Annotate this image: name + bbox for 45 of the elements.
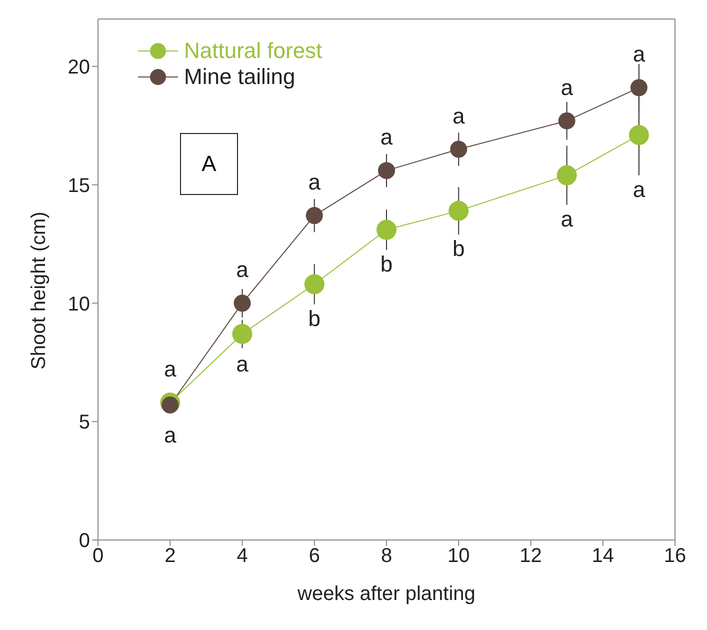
- annotation: a: [164, 422, 177, 448]
- point: [162, 396, 179, 414]
- annotation: a: [632, 42, 646, 67]
- x-tick-label: 6: [308, 545, 320, 568]
- point: [376, 220, 396, 240]
- point: [306, 207, 323, 224]
- y-tick-label: 20: [68, 56, 90, 78]
- annotation: a: [308, 170, 322, 195]
- point: [448, 200, 469, 221]
- y-tick-label: 15: [68, 174, 90, 197]
- annotation: a: [452, 103, 466, 128]
- x-tick-label: 14: [592, 545, 614, 568]
- annotation: b: [380, 252, 393, 277]
- annotation: a: [380, 124, 394, 150]
- point: [450, 140, 468, 158]
- point: [556, 165, 577, 186]
- annotation: a: [164, 356, 177, 382]
- annotation: a: [236, 352, 250, 377]
- annotation: a: [560, 74, 574, 100]
- point: [558, 112, 576, 130]
- point: [234, 294, 251, 312]
- x-tick-label: 12: [520, 545, 542, 568]
- y-tick-label: 10: [68, 293, 90, 316]
- point: [232, 324, 252, 344]
- annotation: b: [308, 306, 320, 331]
- legend-label: Nattural forest: [184, 38, 322, 64]
- x-tick-label: 4: [236, 545, 248, 568]
- annotation: a: [560, 206, 574, 232]
- point: [630, 79, 648, 96]
- y-axis-title: Shoot height (cm): [28, 212, 50, 370]
- legend-label: Mine tailing: [184, 64, 296, 90]
- x-axis-title: weeks after planting: [296, 583, 476, 605]
- annotation: a: [236, 257, 250, 282]
- x-tick-label: 8: [380, 545, 392, 568]
- y-tick-label: 0: [78, 530, 90, 552]
- point: [304, 274, 324, 294]
- point: [628, 125, 649, 146]
- annotation: b: [452, 236, 465, 262]
- y-tick-label: 5: [78, 412, 90, 434]
- x-tick-label: 10: [448, 545, 470, 568]
- x-tick-label: 2: [164, 545, 176, 568]
- annotation: A: [180, 133, 238, 195]
- x-tick-label: 16: [664, 545, 686, 568]
- annotation: a: [632, 176, 646, 202]
- point: [378, 162, 395, 180]
